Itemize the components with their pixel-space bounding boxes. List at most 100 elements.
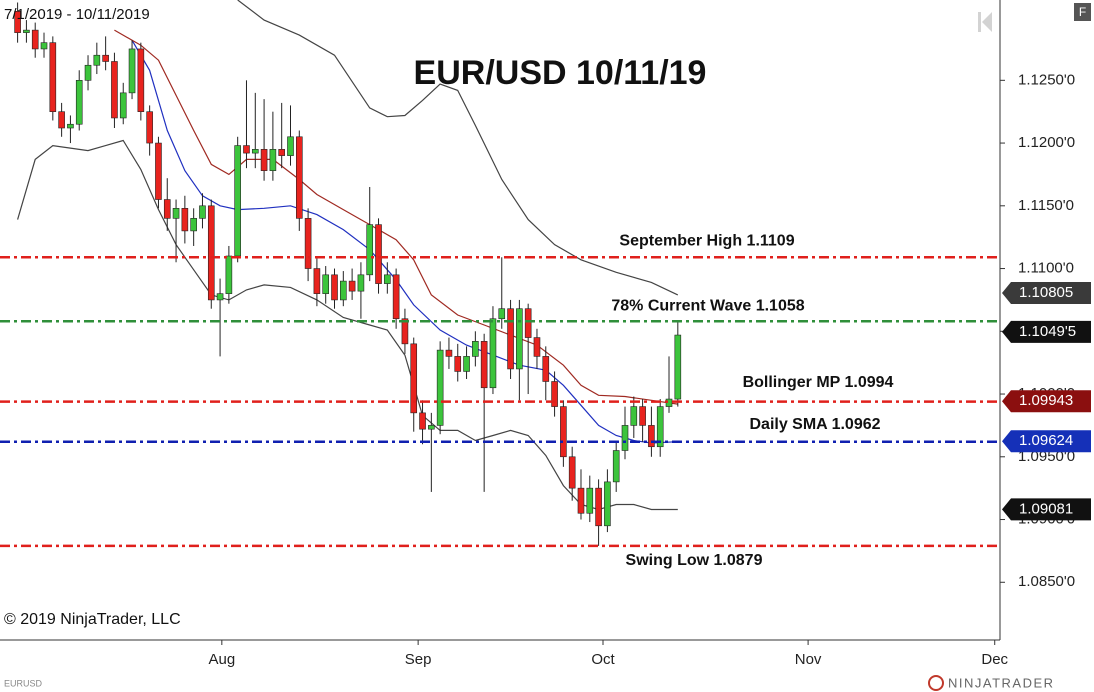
rewind-icon [978, 12, 992, 32]
panel-button[interactable] [1074, 3, 1091, 21]
candle-body [639, 406, 646, 426]
candle-body [366, 224, 374, 276]
candle-body [463, 356, 470, 372]
candle-body [436, 349, 444, 426]
candle-body [49, 42, 57, 112]
candle-body [111, 61, 118, 119]
date-range: 7/1/2019 - 10/11/2019 [4, 6, 150, 23]
candle-body [216, 293, 224, 301]
candle-body [102, 54, 109, 62]
price-tag [1002, 430, 1091, 453]
copyright: © 2019 NinjaTrader, LLC [4, 611, 181, 628]
brand: NINJATRADER [948, 675, 1055, 690]
candle-body [586, 487, 594, 514]
candle-body [630, 406, 638, 426]
price-tag-label: 1.1049'5 [1019, 323, 1076, 340]
y-tick-label: 1.1250'0 [1018, 71, 1075, 88]
candle-body [445, 349, 453, 357]
brand-logo: NINJATRADER [928, 675, 1055, 691]
y-tick-label: 1.1150'0 [1018, 197, 1074, 214]
price-tag-label: 1.09081 [1019, 500, 1073, 517]
candle-body [119, 92, 127, 119]
x-tick-label: Oct [591, 651, 615, 668]
candle-body [665, 398, 673, 407]
x-tick-label: Dec [981, 651, 1008, 668]
candle-body [234, 145, 241, 257]
level-label: Daily SMA 1.0962 [749, 416, 880, 433]
indicator-line [17, 139, 678, 511]
candle-body [260, 149, 268, 171]
chart-title: EUR/USD 10/11/19 [414, 54, 707, 92]
x-tick-label: Sep [405, 651, 432, 668]
candle-body [604, 481, 611, 527]
candle-body [357, 274, 365, 292]
candle-body [410, 343, 418, 414]
y-tick-label: 1.0850'0 [1018, 573, 1075, 590]
candle-body [674, 334, 682, 400]
candle-body [225, 255, 233, 294]
candle-body [480, 341, 488, 389]
candle-body [392, 274, 400, 320]
candle-body [172, 208, 180, 219]
candle-body [31, 29, 39, 50]
candle-body [163, 199, 171, 219]
panel-button-label[interactable]: F [1079, 5, 1086, 19]
candle-body [295, 136, 303, 219]
candle-body [137, 48, 145, 112]
candle-body [14, 10, 21, 33]
candle-body [489, 318, 497, 389]
candle-body [181, 208, 189, 232]
x-tick-label: Aug [208, 651, 235, 668]
level-label: Bollinger MP 1.0994 [743, 374, 894, 391]
candle-body [656, 406, 664, 448]
price-tag [1002, 282, 1091, 305]
candle-body [648, 425, 655, 448]
candle-body [507, 308, 514, 370]
candle-body [428, 425, 435, 430]
candle-body [23, 29, 30, 33]
candle-body [348, 280, 356, 292]
candle-body [612, 450, 620, 483]
candle-body [287, 136, 294, 156]
candle-body [516, 308, 523, 370]
candle-body [533, 337, 541, 357]
candle-body [128, 48, 136, 94]
candle-body [155, 142, 162, 200]
price-tag [1002, 390, 1091, 413]
candle-body [58, 111, 65, 129]
candle-body [542, 356, 550, 382]
candle-body [190, 218, 197, 232]
x-tick-label: Nov [795, 651, 822, 668]
candle-body [40, 42, 48, 50]
candle-body [313, 268, 321, 294]
indicator-line [131, 39, 678, 444]
candle-body [84, 64, 92, 81]
plot-area [14, 0, 682, 546]
candle-body [560, 406, 567, 458]
candle-body [472, 341, 479, 357]
candle-body [146, 111, 153, 144]
candle-body [304, 218, 312, 269]
candle-body [568, 456, 576, 489]
candle-body [322, 274, 330, 294]
price-tag [1002, 498, 1091, 521]
candle-body [340, 280, 347, 301]
price-tag [1002, 320, 1091, 343]
candle-body [595, 487, 602, 527]
candle-body [498, 308, 506, 320]
symbol: EURUSD [4, 678, 43, 688]
candle-body [278, 149, 285, 156]
candle-body [207, 205, 215, 301]
candle-body [577, 487, 585, 514]
candle-body [524, 308, 532, 338]
level-label: Swing Low 1.0879 [626, 552, 763, 569]
indicator-line [237, 0, 679, 296]
candle-body [621, 425, 629, 451]
price-tag-label: 1.09943 [1019, 392, 1073, 409]
candle-body [251, 149, 259, 154]
level-label: 78% Current Wave 1.1058 [611, 297, 804, 314]
candle-body [331, 274, 338, 301]
candle-body [269, 149, 277, 171]
